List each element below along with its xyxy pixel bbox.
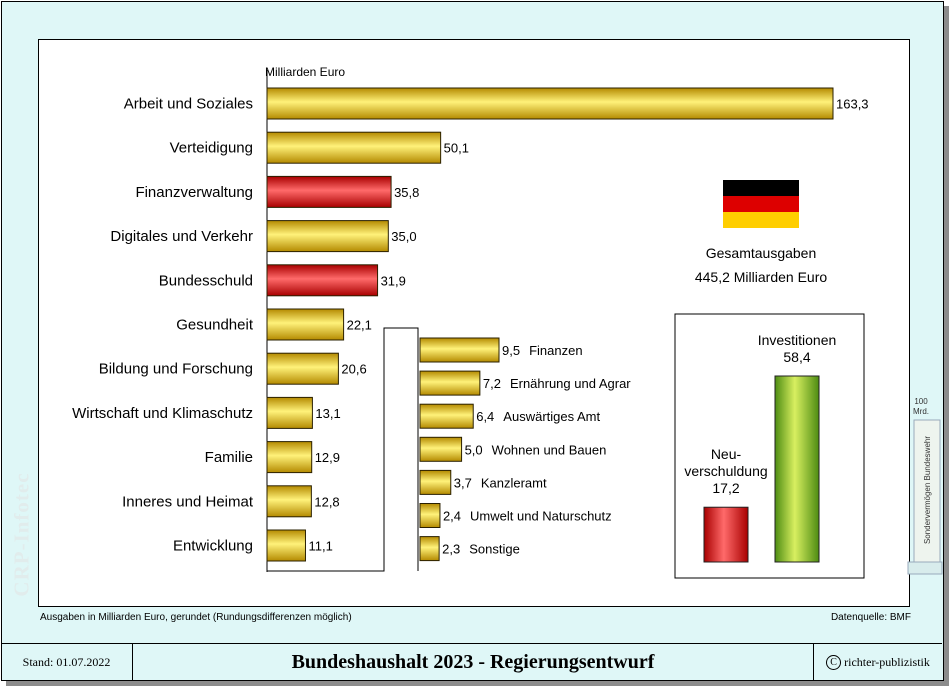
inset-item-label: Neu- <box>711 446 742 462</box>
bracket-line <box>267 327 419 572</box>
value-label: 35,0 <box>391 229 416 244</box>
sub-value-label: 2,3 <box>442 542 460 557</box>
bar <box>266 220 389 253</box>
sub-category-label: Kanzleramt <box>481 475 547 490</box>
bar <box>266 264 379 297</box>
sub-bar <box>419 370 481 396</box>
sub-bar <box>419 536 440 562</box>
category-label: Familie <box>205 449 253 466</box>
sub-value-label: 9,5 <box>502 343 520 358</box>
sub-bar <box>419 436 463 462</box>
chart-panel <box>38 39 910 607</box>
category-label: Finanzverwaltung <box>135 184 253 201</box>
copyright-icon: C <box>826 655 842 670</box>
value-label: 12,8 <box>314 494 339 509</box>
sub-bar-label: 9,5 Finanzen <box>502 343 583 358</box>
inset-value-label: 17,2 <box>712 480 739 496</box>
sub-value-label: 3,7 <box>454 475 472 490</box>
sub-bar <box>419 337 500 363</box>
sub-category-label: Auswärtiges Amt <box>503 409 600 424</box>
main-bars: Milliarden Euro Arbeit und Soziales 163,3 V… <box>72 65 869 572</box>
total-value: 445,2 Milliarden Euro <box>695 269 828 285</box>
unit-label: Milliarden Euro <box>265 65 345 79</box>
category-label: Wirtschaft und Klimaschutz <box>72 405 253 422</box>
flag-stripe-black <box>723 180 799 196</box>
footer-date: Stand: 01.07.2022 <box>1 644 133 681</box>
sub-value-label: 6,4 <box>476 409 494 424</box>
inset-item-label: verschuldung <box>684 463 767 479</box>
bar <box>266 441 313 474</box>
value-label: 11,1 <box>308 539 332 554</box>
category-label: Arbeit und Soziales <box>124 96 253 113</box>
sub-category-label: Finanzen <box>529 343 582 358</box>
bar <box>266 352 339 385</box>
copyright-text: richter-publizistik <box>844 655 930 669</box>
bar <box>266 529 306 562</box>
sub-bar <box>419 469 452 495</box>
sub-category-label: Umwelt und Naturschutz <box>470 509 612 524</box>
value-label: 31,9 <box>381 273 406 288</box>
value-label: 22,1 <box>347 318 372 333</box>
inset-bar <box>703 506 749 563</box>
sub-bars: 9,5 Finanzen 7,2 Ernährung und Agrar 6,4 Ausw… <box>419 337 631 562</box>
value-label: 50,1 <box>444 141 469 156</box>
value-label: 20,6 <box>341 362 366 377</box>
footer-copyright: C richter-publizistik <box>814 644 942 681</box>
side-tab-label: Sondervermögen Bundeswehr <box>923 436 932 544</box>
value-label: 12,9 <box>315 450 340 465</box>
total-spending: Gesamtausgaben 445,2 Milliarden Euro <box>695 245 828 285</box>
sub-bar-label: 5,0 Wohnen und Bauen <box>465 442 607 457</box>
side-tab-value: 100 <box>914 397 928 406</box>
bar <box>266 396 313 429</box>
sub-bar-label: 6,4 Auswärtiges Amt <box>476 409 600 424</box>
sub-breakdown-bracket <box>267 327 419 572</box>
category-label: Digitales und Verkehr <box>110 228 253 245</box>
flag-stripe-red <box>723 196 799 212</box>
sub-bar-label: 2,4 Umwelt und Naturschutz <box>443 509 612 524</box>
category-label: Bundesschuld <box>159 272 253 289</box>
bar <box>266 308 345 341</box>
value-label: 13,1 <box>315 406 340 421</box>
category-label: Entwicklung <box>173 538 253 555</box>
bar <box>266 131 442 164</box>
sub-bar <box>419 503 441 528</box>
inset-value-label: 58,4 <box>783 349 810 365</box>
sub-bar-label: 2,3 Sonstige <box>442 542 520 557</box>
sub-bar <box>419 403 474 429</box>
inset-frame <box>674 313 865 579</box>
sub-category-label: Ernährung und Agrar <box>510 376 631 391</box>
inset-bar <box>774 375 820 563</box>
value-label: 163,3 <box>836 97 869 112</box>
side-tab-box <box>913 419 941 563</box>
sub-value-label: 2,4 <box>443 509 461 524</box>
sub-category-label: Wohnen und Bauen <box>492 442 607 457</box>
sub-bar-label: 7,2 Ernährung und Agrar <box>483 376 631 391</box>
sub-value-label: 7,2 <box>483 376 501 391</box>
side-tab-unit: Mrd. <box>913 407 929 416</box>
bar <box>266 485 312 518</box>
side-tab-base <box>907 561 943 575</box>
footnote-left: Ausgaben in Milliarden Euro, gerundet (R… <box>40 612 352 623</box>
category-label: Inneres und Heimat <box>122 493 254 510</box>
category-label: Gesundheit <box>176 317 254 334</box>
total-label: Gesamtausgaben <box>706 245 817 261</box>
footer: Stand: 01.07.2022 Bundeshaushalt 2023 - … <box>1 643 942 681</box>
category-label: Verteidigung <box>170 140 253 157</box>
german-flag-icon <box>723 180 799 228</box>
footnote-source: Datenquelle: BMF <box>830 612 911 623</box>
sub-value-label: 5,0 <box>465 442 483 457</box>
category-label: Bildung und Forschung <box>99 361 253 378</box>
value-label: 35,8 <box>394 185 419 200</box>
sub-bar-label: 3,7 Kanzleramt <box>454 475 547 490</box>
sub-category-label: Sonstige <box>469 542 520 557</box>
footer-title: Bundeshaushalt 2023 - Regierungsentwurf <box>133 644 814 681</box>
inset-item-label: Investitionen <box>758 332 837 348</box>
flag-stripe-gold <box>723 212 799 228</box>
bar <box>266 175 392 208</box>
bar <box>266 87 834 120</box>
